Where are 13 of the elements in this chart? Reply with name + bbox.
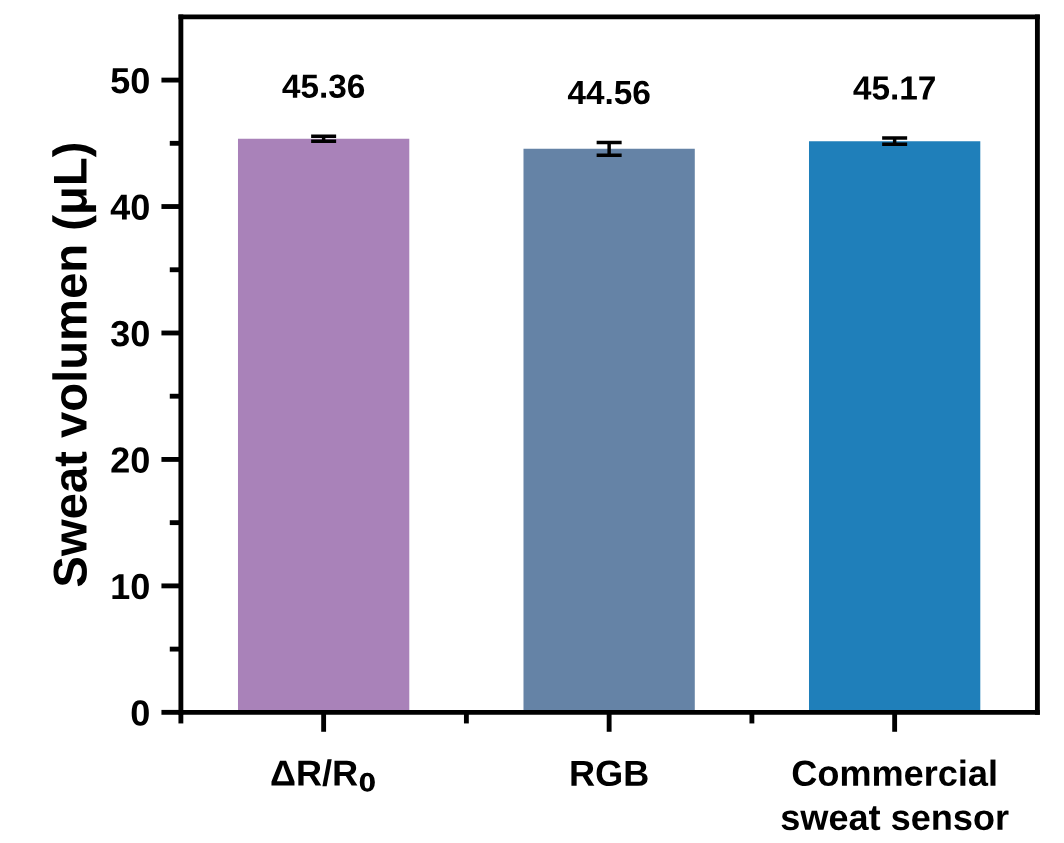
x-tick-label: Commercial sweat sensor: [781, 759, 1009, 831]
y-tick-label: 50: [111, 67, 149, 94]
data-label: 45.36: [282, 74, 365, 99]
x-tick-label: RGB: [571, 760, 648, 787]
y-tick-label: 0: [131, 700, 149, 726]
y-tick-label: 20: [111, 447, 149, 473]
y-tick-label: 30: [110, 320, 149, 347]
x-tick-label: ΔR/R$_{0}$: [271, 759, 375, 792]
y-axis-title: Sweat volumen (μL): [52, 143, 97, 587]
y-tick-label: 10: [112, 573, 149, 600]
data-label: 45.17: [853, 76, 935, 100]
y-tick-label: 40: [110, 194, 149, 220]
data-label: 44.56: [567, 80, 650, 105]
